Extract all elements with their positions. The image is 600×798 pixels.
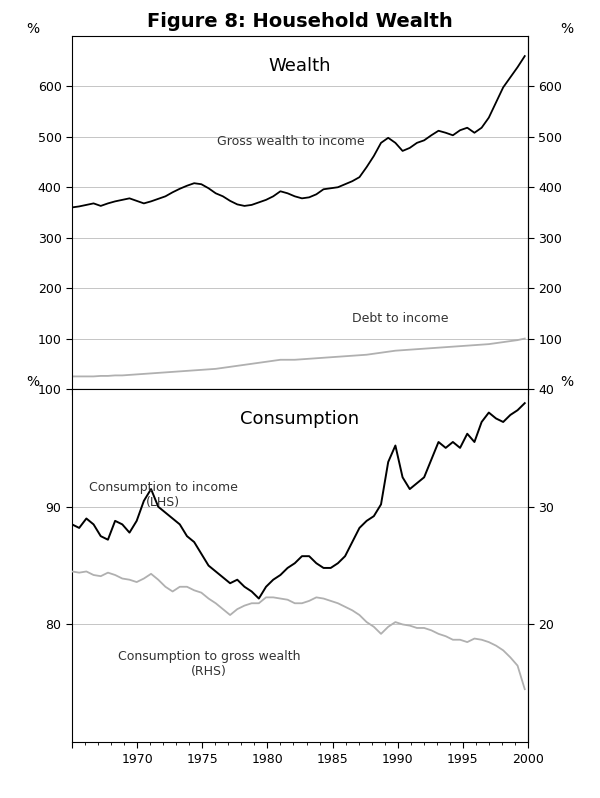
Text: Consumption to gross wealth
(RHS): Consumption to gross wealth (RHS) (118, 650, 300, 678)
Text: Figure 8: Household Wealth: Figure 8: Household Wealth (147, 12, 453, 31)
Text: %: % (560, 375, 574, 389)
Text: Debt to income: Debt to income (352, 312, 449, 325)
Text: Consumption to income
(LHS): Consumption to income (LHS) (89, 481, 238, 509)
Text: %: % (26, 375, 40, 389)
Text: Consumption: Consumption (241, 410, 359, 429)
Text: Wealth: Wealth (269, 57, 331, 75)
Text: %: % (26, 22, 40, 36)
Text: Gross wealth to income: Gross wealth to income (217, 136, 365, 148)
Text: %: % (560, 22, 574, 36)
